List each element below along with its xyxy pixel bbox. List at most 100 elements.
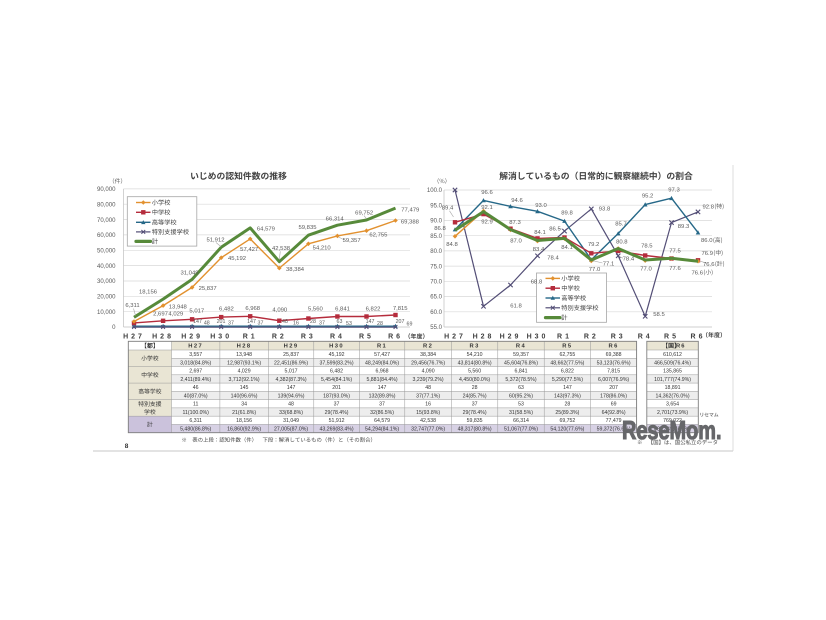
svg-text:29(78.4%): 29(78.4%) xyxy=(325,410,349,416)
svg-text:65.0: 65.0 xyxy=(430,295,442,301)
svg-text:16: 16 xyxy=(425,402,431,408)
svg-text:4,029: 4,029 xyxy=(238,369,251,375)
svg-text:46: 46 xyxy=(193,385,199,391)
svg-text:77,479: 77,479 xyxy=(606,418,622,424)
svg-text:25(89.3%): 25(89.3%) xyxy=(555,410,579,416)
svg-text:6,968: 6,968 xyxy=(376,369,389,375)
svg-text:18,891: 18,891 xyxy=(665,385,681,391)
svg-text:16,860(92.9%): 16,860(92.9%) xyxy=(227,426,261,432)
svg-text:95.0: 95.0 xyxy=(430,203,442,209)
svg-text:28: 28 xyxy=(377,321,383,327)
svg-text:89.3: 89.3 xyxy=(678,224,690,230)
svg-text:H28: H28 xyxy=(152,333,174,340)
svg-text:143(97.3%): 143(97.3%) xyxy=(554,393,581,399)
svg-text:95.2: 95.2 xyxy=(642,193,653,199)
svg-text:5,290(77.5%): 5,290(77.5%) xyxy=(552,377,583,383)
svg-text:89.4: 89.4 xyxy=(442,205,454,211)
svg-text:769,022: 769,022 xyxy=(663,418,682,424)
svg-text:2,701(73.9%): 2,701(73.9%) xyxy=(657,410,688,416)
svg-text:61.8: 61.8 xyxy=(510,304,522,310)
svg-text:4,090: 4,090 xyxy=(422,369,435,375)
svg-text:5,017: 5,017 xyxy=(285,369,298,375)
svg-text:5,881(84.4%): 5,881(84.4%) xyxy=(366,377,397,383)
svg-text:R3: R3 xyxy=(611,334,626,341)
svg-text:H28: H28 xyxy=(237,344,252,350)
svg-text:ReseMom.: ReseMom. xyxy=(622,415,722,445)
svg-text:R2: R2 xyxy=(272,333,287,340)
svg-text:30,000: 30,000 xyxy=(97,279,116,285)
svg-text:5,560: 5,560 xyxy=(468,369,481,375)
svg-text:H30: H30 xyxy=(210,333,232,340)
svg-text:51,067(77.0%): 51,067(77.0%) xyxy=(504,426,538,432)
svg-text:77,479: 77,479 xyxy=(401,207,419,213)
svg-text:R4: R4 xyxy=(638,334,653,341)
svg-text:48: 48 xyxy=(282,319,288,325)
svg-text:3,018(84.8%): 3,018(84.8%) xyxy=(180,360,211,366)
svg-text:69,752: 69,752 xyxy=(355,210,373,216)
svg-text:610,612: 610,612 xyxy=(663,352,682,358)
svg-text:97.3: 97.3 xyxy=(668,187,680,193)
svg-text:207: 207 xyxy=(396,319,405,325)
svg-text:0: 0 xyxy=(112,325,116,331)
svg-text:R4: R4 xyxy=(516,344,526,350)
svg-text:45,192: 45,192 xyxy=(228,256,246,262)
svg-text:R5: R5 xyxy=(664,334,679,341)
svg-text:6,311: 6,311 xyxy=(125,303,139,309)
svg-text:H27: H27 xyxy=(188,344,203,350)
svg-text:R1: R1 xyxy=(377,344,387,350)
svg-text:84.1: 84.1 xyxy=(534,230,545,236)
svg-text:83.4: 83.4 xyxy=(533,247,545,253)
svg-text:94.6: 94.6 xyxy=(511,198,523,204)
svg-text:37: 37 xyxy=(472,402,478,408)
svg-text:R5: R5 xyxy=(562,344,572,350)
svg-text:100.0: 100.0 xyxy=(427,188,443,194)
svg-text:4,029: 4,029 xyxy=(168,311,183,317)
svg-text:85.7: 85.7 xyxy=(615,222,626,228)
svg-text:R6: R6 xyxy=(691,334,706,341)
svg-text:R6: R6 xyxy=(608,344,618,350)
svg-text:68.8: 68.8 xyxy=(531,280,543,286)
svg-text:78.4: 78.4 xyxy=(547,256,559,262)
svg-text:69,752: 69,752 xyxy=(559,418,575,424)
svg-text:R1: R1 xyxy=(243,333,258,340)
svg-text:27,005(87.0%): 27,005(87.0%) xyxy=(274,426,308,432)
svg-text:5,017: 5,017 xyxy=(189,308,204,314)
svg-text:6,841: 6,841 xyxy=(335,307,350,313)
svg-text:64(92.8%): 64(92.8%) xyxy=(602,410,626,416)
svg-text:40(87.0%): 40(87.0%) xyxy=(184,393,208,399)
svg-text:59,357: 59,357 xyxy=(513,352,529,358)
svg-text:42,538: 42,538 xyxy=(272,246,291,252)
svg-text:53: 53 xyxy=(346,321,352,327)
svg-text:54,210: 54,210 xyxy=(467,352,483,358)
svg-text:79.2: 79.2 xyxy=(588,242,599,248)
svg-text:3,654: 3,654 xyxy=(666,402,679,408)
svg-text:48: 48 xyxy=(425,385,431,391)
svg-text:84.1: 84.1 xyxy=(561,245,572,251)
svg-text:54,294(84.1%): 54,294(84.1%) xyxy=(365,426,399,432)
svg-text:28: 28 xyxy=(472,385,478,391)
svg-text:178(86.0%): 178(86.0%) xyxy=(600,393,627,399)
svg-text:37(77.1%): 37(77.1%) xyxy=(416,393,440,399)
svg-text:69,388: 69,388 xyxy=(401,220,420,226)
svg-text:6,822: 6,822 xyxy=(366,307,381,313)
svg-text:80.0: 80.0 xyxy=(430,249,442,255)
svg-text:H29: H29 xyxy=(284,344,299,350)
svg-text:93.8: 93.8 xyxy=(599,206,611,212)
svg-text:66,314: 66,314 xyxy=(326,217,345,223)
svg-text:42,538: 42,538 xyxy=(420,418,436,424)
svg-text:6,482: 6,482 xyxy=(219,307,234,313)
svg-text:31,049: 31,049 xyxy=(283,418,299,424)
svg-text:37: 37 xyxy=(334,402,340,408)
svg-text:31(58.5%): 31(58.5%) xyxy=(509,410,533,416)
svg-text:38,384: 38,384 xyxy=(420,352,436,358)
svg-text:5,560: 5,560 xyxy=(308,307,323,313)
svg-text:66,314: 66,314 xyxy=(513,418,529,424)
svg-text:H27: H27 xyxy=(444,334,466,341)
svg-text:6,841: 6,841 xyxy=(515,369,528,375)
svg-text:25,837: 25,837 xyxy=(283,352,299,358)
svg-text:7,815: 7,815 xyxy=(393,306,408,312)
svg-text:H30: H30 xyxy=(329,344,344,350)
svg-text:22,451(86.9%): 22,451(86.9%) xyxy=(274,360,308,366)
svg-text:62,755: 62,755 xyxy=(369,233,388,239)
svg-text:76.6: 76.6 xyxy=(692,270,704,276)
